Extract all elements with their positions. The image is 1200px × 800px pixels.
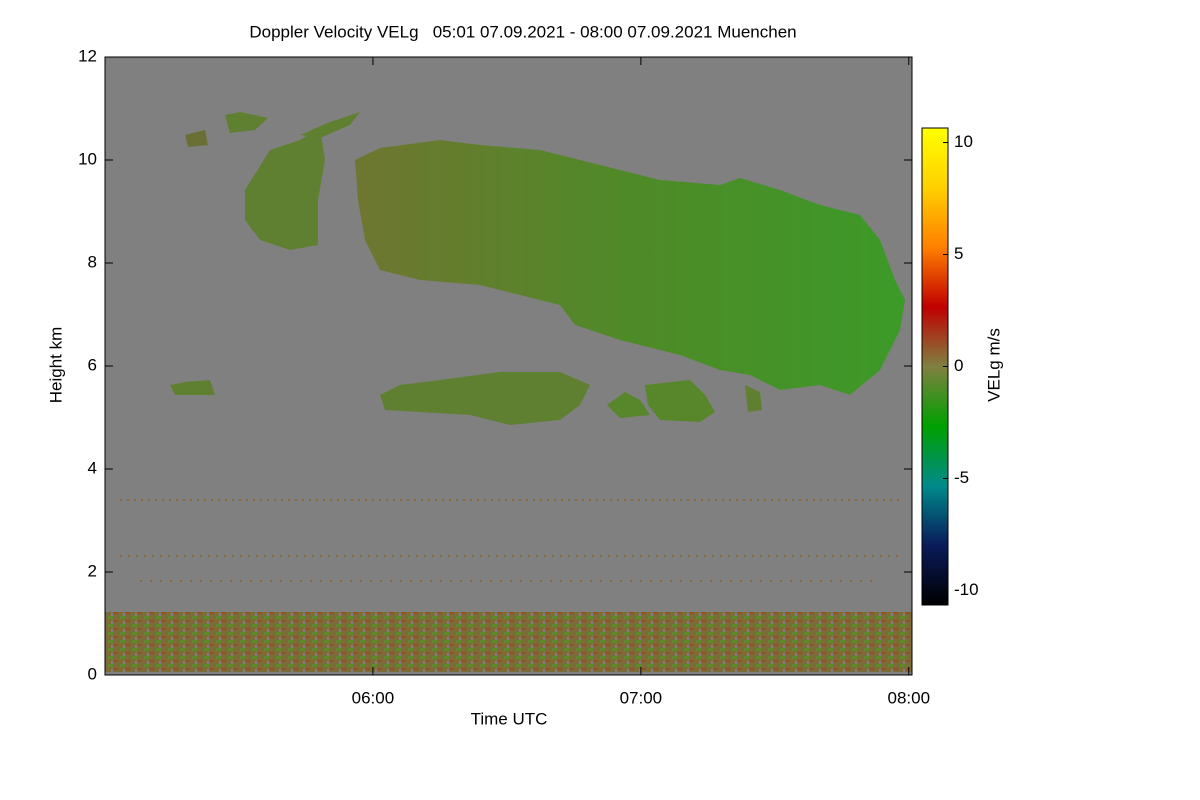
echo-regions xyxy=(105,112,912,672)
echo-cloud xyxy=(300,112,360,138)
echo-cloud xyxy=(170,380,215,395)
x-axis-label: Time UTC xyxy=(471,709,548,728)
y-tick-label: 6 xyxy=(88,355,97,374)
echo-cloud xyxy=(745,385,762,412)
chart-title: Doppler Velocity VELg 05:01 07.09.2021 -… xyxy=(249,22,796,41)
y-tick-label: 4 xyxy=(88,458,97,477)
colorbar-tick-label: -5 xyxy=(954,468,969,487)
echo-cloud xyxy=(355,140,905,395)
x-tick-label: 07:00 xyxy=(620,688,663,707)
echo-cloud xyxy=(245,128,325,250)
colorbar-tick-label: -10 xyxy=(954,580,979,599)
colorbar-tick-label: 0 xyxy=(954,356,963,375)
y-tick-label: 2 xyxy=(88,561,97,580)
boundary-layer xyxy=(105,612,912,672)
colorbar-tick-label: 10 xyxy=(954,132,973,151)
echo-cloud xyxy=(225,112,268,133)
y-tick-label: 10 xyxy=(78,149,97,168)
echo-cloud xyxy=(380,372,590,425)
y-tick-label: 12 xyxy=(78,46,97,65)
colorbar-tick-label: 5 xyxy=(954,244,963,263)
plot-area xyxy=(104,56,913,676)
y-axis-label: Height km xyxy=(46,327,65,404)
y-tick-label: 0 xyxy=(88,664,97,683)
echo-cloud xyxy=(645,380,715,422)
x-tick-label: 06:00 xyxy=(352,688,395,707)
y-tick-label: 8 xyxy=(88,252,97,271)
colorbar-label: VELg m/s xyxy=(984,328,1003,402)
echo-cloud xyxy=(185,130,208,147)
x-tick-label: 08:00 xyxy=(888,688,931,707)
echo-cloud xyxy=(607,392,650,418)
